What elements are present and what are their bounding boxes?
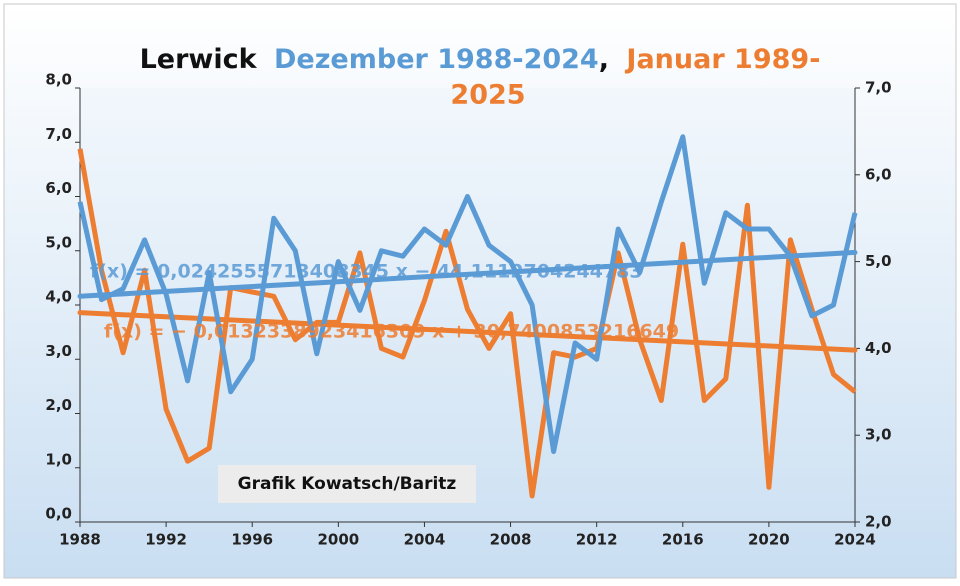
series-line	[77, 148, 857, 499]
title-part: Dezember 1988-2024	[274, 44, 599, 75]
x-tick-label: 1992	[145, 531, 187, 549]
y2-tick-label: 5,0	[865, 252, 892, 270]
annotation-box	[218, 465, 476, 503]
annotation: Grafik Kowatsch/Baritz	[238, 474, 457, 494]
y2-tick-label: 2,0	[865, 513, 892, 531]
y-tick-label: 8,0	[45, 71, 72, 89]
y-tick-label: 6,0	[45, 179, 72, 197]
x-tick-label: 2012	[576, 531, 618, 549]
y-tick-label: 1,0	[45, 450, 72, 468]
x-tick-label: 2024	[834, 531, 876, 549]
x-tick-label: 2000	[317, 531, 359, 549]
series-line	[77, 134, 858, 454]
y2-tick-label: 7,0	[865, 79, 892, 97]
y2-tick-label: 3,0	[865, 426, 892, 444]
title-part: Januar 1989-	[624, 44, 820, 75]
plot: 0,0 1,0 2,0 3,0 4,0 5,0 6,0 7,0 8,0 2,0 3,0 4,0 5,0 6…	[45, 71, 891, 549]
trendline-label: f(x) = − 0,0132338923416309 x + 30,74008…	[104, 321, 679, 343]
y-tick-label: 2,0	[45, 396, 72, 414]
x-tick-label: 1988	[59, 531, 101, 549]
y-tick-label: 5,0	[45, 233, 72, 251]
x-tick-label: 2020	[748, 531, 790, 549]
y-tick-label: 7,0	[45, 125, 72, 143]
x-tick-label: 2004	[404, 531, 446, 549]
y2-tick-label: 4,0	[865, 339, 892, 357]
title-part: 2025	[450, 80, 525, 111]
y-tick-label: 4,0	[45, 288, 72, 306]
title-part: ,	[599, 44, 609, 75]
trendline-label: f(x) = 0,0242555713408345 x − 44,1112704…	[90, 261, 643, 283]
title-part: Lerwick	[140, 44, 258, 75]
trend-line	[77, 249, 858, 299]
chart-title: Lerwick Dezember 1988-2024, Januar 1989-	[140, 44, 821, 75]
trend-line	[77, 310, 858, 353]
y-tick-label: 3,0	[45, 342, 72, 360]
y2-tick-label: 6,0	[865, 165, 892, 183]
x-tick-label: 2008	[490, 531, 532, 549]
x-tick-label: 2016	[662, 531, 704, 549]
x-tick-label: 1996	[231, 531, 273, 549]
y-tick-label: 0,0	[45, 505, 72, 523]
